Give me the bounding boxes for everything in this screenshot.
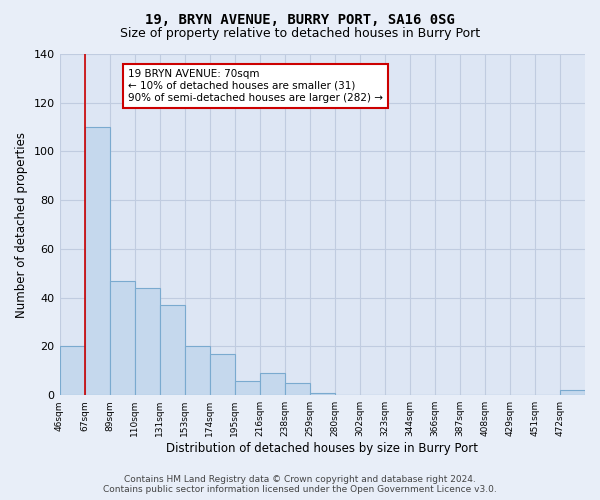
Text: 19 BRYN AVENUE: 70sqm
← 10% of detached houses are smaller (31)
90% of semi-deta: 19 BRYN AVENUE: 70sqm ← 10% of detached …	[128, 70, 383, 102]
Bar	[209, 354, 235, 395]
Bar	[235, 380, 260, 395]
Bar	[185, 346, 209, 395]
X-axis label: Distribution of detached houses by size in Burry Port: Distribution of detached houses by size …	[166, 442, 478, 455]
Text: Contains HM Land Registry data © Crown copyright and database right 2024.
Contai: Contains HM Land Registry data © Crown c…	[103, 474, 497, 494]
Y-axis label: Number of detached properties: Number of detached properties	[15, 132, 28, 318]
Bar	[85, 127, 110, 395]
Text: Size of property relative to detached houses in Burry Port: Size of property relative to detached ho…	[120, 28, 480, 40]
Bar	[110, 280, 134, 395]
Bar	[285, 383, 310, 395]
Bar	[59, 346, 85, 395]
Bar	[260, 374, 285, 395]
Bar	[310, 393, 335, 395]
Bar	[160, 305, 185, 395]
Bar	[560, 390, 585, 395]
Bar	[134, 288, 160, 395]
Text: 19, BRYN AVENUE, BURRY PORT, SA16 0SG: 19, BRYN AVENUE, BURRY PORT, SA16 0SG	[145, 12, 455, 26]
